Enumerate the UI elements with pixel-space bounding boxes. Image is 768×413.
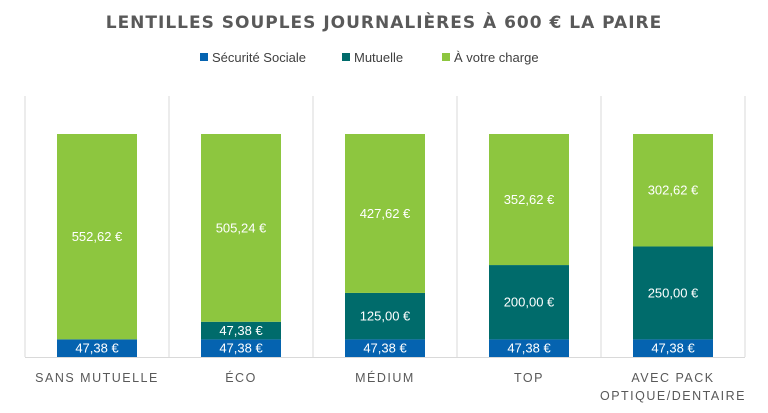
category-labels: SANS MUTUELLE ÉCO MÉDIUM TOP AVEC PACK OPTIQU… — [35, 370, 746, 403]
data-label: 250,00 € — [648, 285, 699, 300]
bar-segment — [633, 134, 713, 247]
category-label: MÉDIUM — [355, 370, 415, 385]
data-label: 47,38 € — [651, 341, 695, 356]
bar-segment — [57, 134, 137, 340]
legend-label: À votre charge — [454, 50, 539, 65]
category-label: ÉCO — [225, 370, 257, 385]
category-label: TOP — [514, 371, 544, 385]
bar-segment — [489, 134, 569, 266]
data-label: 125,00 € — [360, 309, 411, 324]
data-label: 47,38 € — [75, 341, 119, 356]
bar-segment — [201, 339, 281, 357]
category-label: AVEC PACK — [631, 371, 714, 385]
bar-segment — [201, 321, 281, 340]
bar-segment — [345, 292, 425, 340]
data-label: 47,38 € — [219, 341, 263, 356]
data-label: 200,00 € — [504, 295, 555, 310]
chart-title: LENTILLES SOUPLES JOURNALIÈRES À 600 € L… — [106, 11, 663, 33]
bar-segment — [201, 134, 281, 322]
data-label: 352,62 € — [504, 192, 555, 207]
legend-swatch — [200, 53, 208, 61]
bars: 47,38 € 552,62 € 47,38 € 47,38 € 505,24 € 47,… — [57, 134, 713, 357]
legend-label: Sécurité Sociale — [212, 50, 306, 65]
category-label: OPTIQUE/DENTAIRE — [600, 389, 746, 403]
bar-segment — [489, 265, 569, 340]
category-label: SANS MUTUELLE — [35, 371, 159, 385]
legend-swatch — [442, 53, 450, 61]
bar-segment — [633, 246, 713, 340]
data-label: 552,62 € — [72, 229, 123, 244]
data-label: 505,24 € — [216, 220, 267, 235]
bar-segment — [633, 339, 713, 357]
bar-segment — [489, 339, 569, 357]
data-label: 427,62 € — [360, 206, 411, 221]
data-label: 47,38 € — [363, 341, 407, 356]
legend: Sécurité Sociale Mutuelle À votre charge — [200, 50, 539, 65]
data-label: 47,38 € — [507, 341, 551, 356]
legend-label: Mutuelle — [354, 50, 403, 65]
bar-segment — [345, 339, 425, 357]
bar-segment — [57, 339, 137, 357]
bar-segment — [345, 134, 425, 293]
data-label: 302,62 € — [648, 183, 699, 198]
category-separators — [24, 96, 746, 358]
data-label: 47,38 € — [219, 323, 263, 338]
legend-swatch — [342, 53, 350, 61]
